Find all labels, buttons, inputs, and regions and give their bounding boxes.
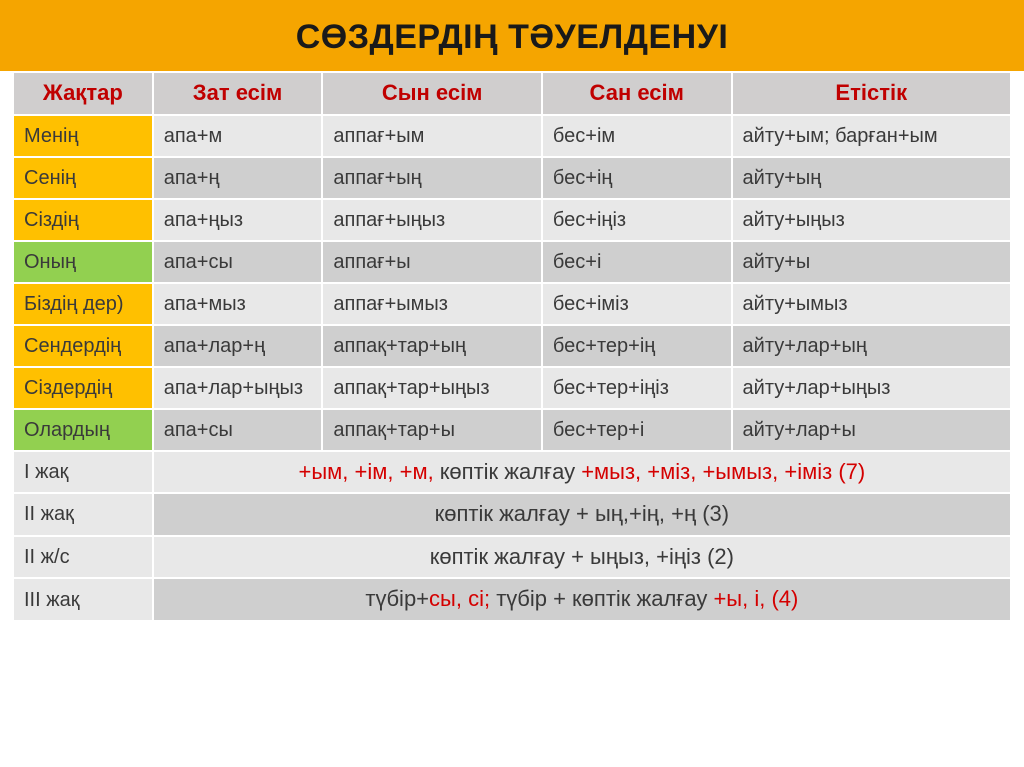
row-label-cell: Оның (13, 241, 153, 283)
table-cell: бес+тер+іңіз (542, 367, 732, 409)
row-label-cell: Олардың (13, 409, 153, 451)
summary-label-cell: ІІ жақ (13, 493, 153, 536)
summary-text-red: +ы, і, (4) (713, 586, 798, 611)
table-cell: айту+лар+ы (732, 409, 1011, 451)
row-label-cell: Сіздердің (13, 367, 153, 409)
summary-content-cell: +ым, +ім, +м, көптік жалғау +мыз, +міз, … (153, 451, 1011, 494)
summary-content-cell: көптік жалғау + ың,+ің, +ң (3) (153, 493, 1011, 536)
table-row: Оныңапа+сыаппағ+ыбес+іайту+ы (13, 241, 1011, 283)
table-row: Сеніңапа+ңаппағ+ыңбес+іңайту+ың (13, 157, 1011, 199)
table-cell: бес+ім (542, 115, 732, 157)
summary-text-red: сы, сі; (429, 586, 496, 611)
table-cell: бес+тер+і (542, 409, 732, 451)
table-cell: айту+ы (732, 241, 1011, 283)
table-cell: айту+ыңыз (732, 199, 1011, 241)
table-cell: бес+і (542, 241, 732, 283)
header-cell: Етістік (732, 72, 1011, 115)
table-cell: аппақ+тар+ы (322, 409, 542, 451)
row-label-cell: Сендердің (13, 325, 153, 367)
table-cell: аппағ+ымыз (322, 283, 542, 325)
table-cell: апа+ңыз (153, 199, 323, 241)
summary-row: І жақ+ым, +ім, +м, көптік жалғау +мыз, +… (13, 451, 1011, 494)
summary-text: көптік жалғау (440, 459, 581, 484)
summary-label-cell: І жақ (13, 451, 153, 494)
table-cell: бес+тер+ің (542, 325, 732, 367)
title-bar: СӨЗДЕРДІҢ ТӘУЕЛДЕНУІ (0, 0, 1024, 71)
summary-content-cell: көптік жалғау + ыңыз, +іңіз (2) (153, 536, 1011, 579)
table-row: Сендердіңапа+лар+ңаппақ+тар+ыңбес+тер+ің… (13, 325, 1011, 367)
table-head: Жақтар Зат есім Сын есім Сан есім Етісті… (13, 72, 1011, 115)
summary-label-cell: ІІ ж/с (13, 536, 153, 579)
summary-text: түбір + көптік жалғау (496, 586, 713, 611)
table-row: Біздің дер)апа+мызаппағ+ымызбес+імізайту… (13, 283, 1011, 325)
table-cell: апа+мыз (153, 283, 323, 325)
table-cell: айту+ым; барған+ым (732, 115, 1011, 157)
table-cell: аппағ+ы (322, 241, 542, 283)
slide: СӨЗДЕРДІҢ ТӘУЕЛДЕНУІ Жақтар Зат есім Сын… (0, 0, 1024, 767)
table-cell: айту+лар+ыңыз (732, 367, 1011, 409)
table-cell: аппағ+ыңыз (322, 199, 542, 241)
page-title: СӨЗДЕРДІҢ ТӘУЕЛДЕНУІ (0, 18, 1024, 57)
summary-text: көптік жалғау + ың,+ің, +ң (3) (435, 501, 730, 526)
table-cell: айту+ың (732, 157, 1011, 199)
summary-label-cell: ІІІ жақ (13, 578, 153, 621)
table-row: Сіздіңапа+ңызаппағ+ыңызбес+іңізайту+ыңыз (13, 199, 1011, 241)
table-cell: бес+іңіз (542, 199, 732, 241)
summary-text: түбір+ (365, 586, 429, 611)
header-cell: Сын есім (322, 72, 542, 115)
summary-text-red: +мыз, +міз, +ымыз, +іміз (7) (581, 459, 865, 484)
row-label-cell: Біздің дер) (13, 283, 153, 325)
header-cell: Зат есім (153, 72, 323, 115)
table-cell: аппағ+ым (322, 115, 542, 157)
table-cell: апа+лар+ыңыз (153, 367, 323, 409)
possessive-table: Жақтар Зат есім Сын есім Сан есім Етісті… (12, 71, 1012, 622)
table-cell: апа+лар+ң (153, 325, 323, 367)
summary-row: ІІ ж/с көптік жалғау + ыңыз, +іңіз (2) (13, 536, 1011, 579)
table-cell: апа+сы (153, 241, 323, 283)
table-body: Меніңапа+маппағ+ымбес+імайту+ым; барған+… (13, 115, 1011, 621)
table-row: Олардыңапа+сыаппақ+тар+ыбес+тер+іайту+ла… (13, 409, 1011, 451)
row-label-cell: Сіздің (13, 199, 153, 241)
table-cell: аппақ+тар+ыңыз (322, 367, 542, 409)
table-cell: апа+ң (153, 157, 323, 199)
table-cell: бес+іміз (542, 283, 732, 325)
table-cell: апа+сы (153, 409, 323, 451)
summary-content-cell: түбір+сы, сі; түбір + көптік жалғау +ы, … (153, 578, 1011, 621)
table-row: Меніңапа+маппағ+ымбес+імайту+ым; барған+… (13, 115, 1011, 157)
table-cell: бес+ің (542, 157, 732, 199)
summary-text-red: +ым, +ім, +м, (299, 459, 440, 484)
summary-row: ІІ жақ көптік жалғау + ың,+ің, +ң (3) (13, 493, 1011, 536)
header-cell: Сан есім (542, 72, 732, 115)
header-row: Жақтар Зат есім Сын есім Сан есім Етісті… (13, 72, 1011, 115)
table-cell: аппағ+ың (322, 157, 542, 199)
table-cell: айту+лар+ың (732, 325, 1011, 367)
row-label-cell: Сенің (13, 157, 153, 199)
table-cell: айту+ымыз (732, 283, 1011, 325)
row-label-cell: Менің (13, 115, 153, 157)
summary-row: ІІІ жақтүбір+сы, сі; түбір + көптік жалғ… (13, 578, 1011, 621)
header-cell: Жақтар (13, 72, 153, 115)
table-cell: апа+м (153, 115, 323, 157)
table-cell: аппақ+тар+ың (322, 325, 542, 367)
table-row: Сіздердіңапа+лар+ыңызаппақ+тар+ыңызбес+т… (13, 367, 1011, 409)
summary-text: көптік жалғау + ыңыз, +іңіз (2) (430, 544, 734, 569)
